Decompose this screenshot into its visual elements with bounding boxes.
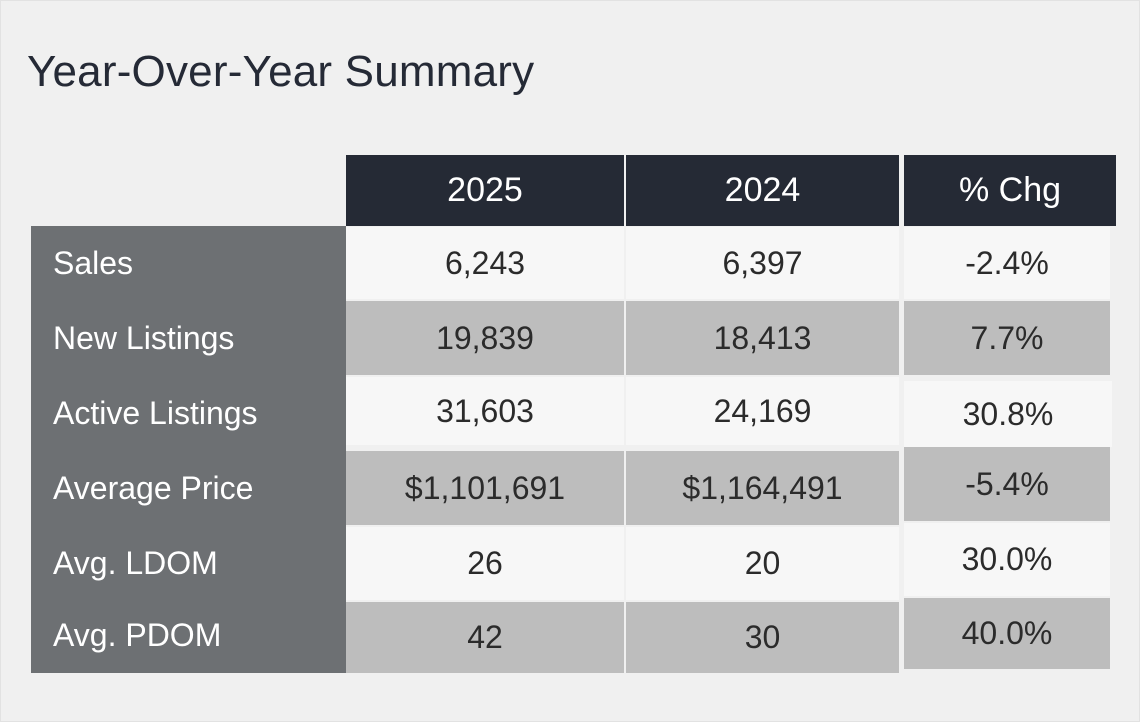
cell-avg-pdom-2024: 30 xyxy=(626,602,899,673)
row-label-avg-pdom: Avg. PDOM xyxy=(53,617,222,653)
cell-new-listings-2025: 19,839 xyxy=(346,301,624,375)
row-label-sales: Sales xyxy=(53,245,134,281)
cell-avg-pdom-chg: 40.0% xyxy=(904,598,1110,669)
cell-avg-ldom-2024: 20 xyxy=(626,527,899,600)
cell-avg-ldom-chg: 30.0% xyxy=(904,523,1110,596)
cell-average-price-2024: $1,164,491 xyxy=(626,451,899,525)
row-label-column: Sales New Listings Active Listings Avera… xyxy=(31,226,346,673)
cell-active-listings-2025: 31,603 xyxy=(346,377,624,445)
cell-active-listings-chg: 30.8% xyxy=(904,381,1112,447)
cell-new-listings-2024: 18,413 xyxy=(626,301,899,375)
cell-average-price-2025: $1,101,691 xyxy=(346,451,624,525)
row-label-new-listings: New Listings xyxy=(53,320,235,356)
cell-sales-chg: -2.4% xyxy=(904,227,1110,299)
row-label-active-listings: Active Listings xyxy=(53,395,258,431)
cell-active-listings-2024: 24,169 xyxy=(626,377,899,445)
cell-average-price-chg: -5.4% xyxy=(904,447,1110,521)
cell-sales-2025: 6,243 xyxy=(346,227,624,299)
cell-avg-pdom-2025: 42 xyxy=(346,602,624,673)
cell-sales-2024: 6,397 xyxy=(626,227,899,299)
column-header-2024: 2024 xyxy=(626,155,899,226)
column-header-pct-chg: % Chg xyxy=(904,155,1116,226)
cell-avg-ldom-2025: 26 xyxy=(346,527,624,600)
column-header-2025: 2025 xyxy=(346,155,624,226)
page-title: Year-Over-Year Summary xyxy=(27,47,535,96)
cell-new-listings-chg: 7.7% xyxy=(904,301,1110,375)
row-label-average-price: Average Price xyxy=(53,470,254,506)
row-label-avg-ldom: Avg. LDOM xyxy=(53,545,218,581)
